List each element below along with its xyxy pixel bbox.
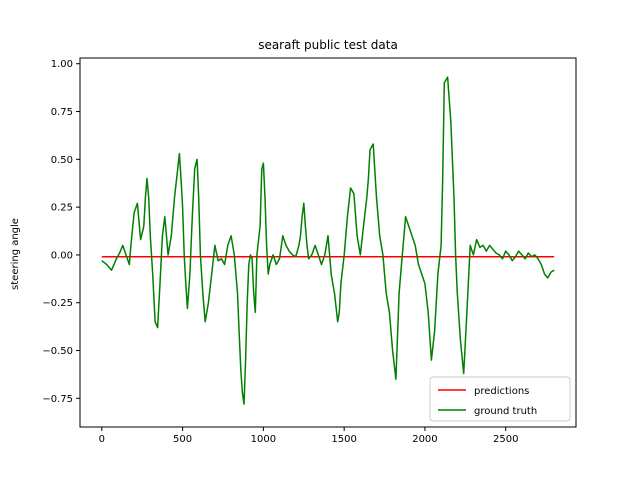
y-tick-label: 0.00 xyxy=(51,250,73,261)
y-tick-label: −0.75 xyxy=(42,394,73,405)
x-tick-label: 2000 xyxy=(412,434,437,445)
legend: predictions ground truth xyxy=(429,376,571,422)
y-tick-label: 0.25 xyxy=(51,203,73,214)
x-tick-label: 0 xyxy=(99,434,105,445)
x-tick-label: 500 xyxy=(173,434,192,445)
y-axis-label: steering angle xyxy=(10,218,21,290)
y-tick-label: 0.50 xyxy=(51,155,73,166)
series-group xyxy=(101,76,555,405)
y-tick-label: 0.75 xyxy=(51,107,73,118)
y-tick-label: 1.00 xyxy=(51,59,73,70)
y-tick-label: −0.25 xyxy=(42,298,73,309)
legend-label: predictions xyxy=(474,386,529,397)
x-tick-label: 1500 xyxy=(331,434,356,445)
y-tick-label: −0.50 xyxy=(42,346,73,357)
axis-ticks: 0 500 1000 1500 2000 2500 −0.75 −0.50 −0.25 0.00 0… xyxy=(42,59,518,445)
chart-title: searaft public test data xyxy=(258,38,398,52)
x-tick-label: 1000 xyxy=(251,434,276,445)
series-line-ground-truth xyxy=(101,76,555,405)
plot-frame xyxy=(79,57,577,428)
x-tick-label: 2500 xyxy=(493,434,518,445)
legend-label: ground truth xyxy=(474,406,537,417)
